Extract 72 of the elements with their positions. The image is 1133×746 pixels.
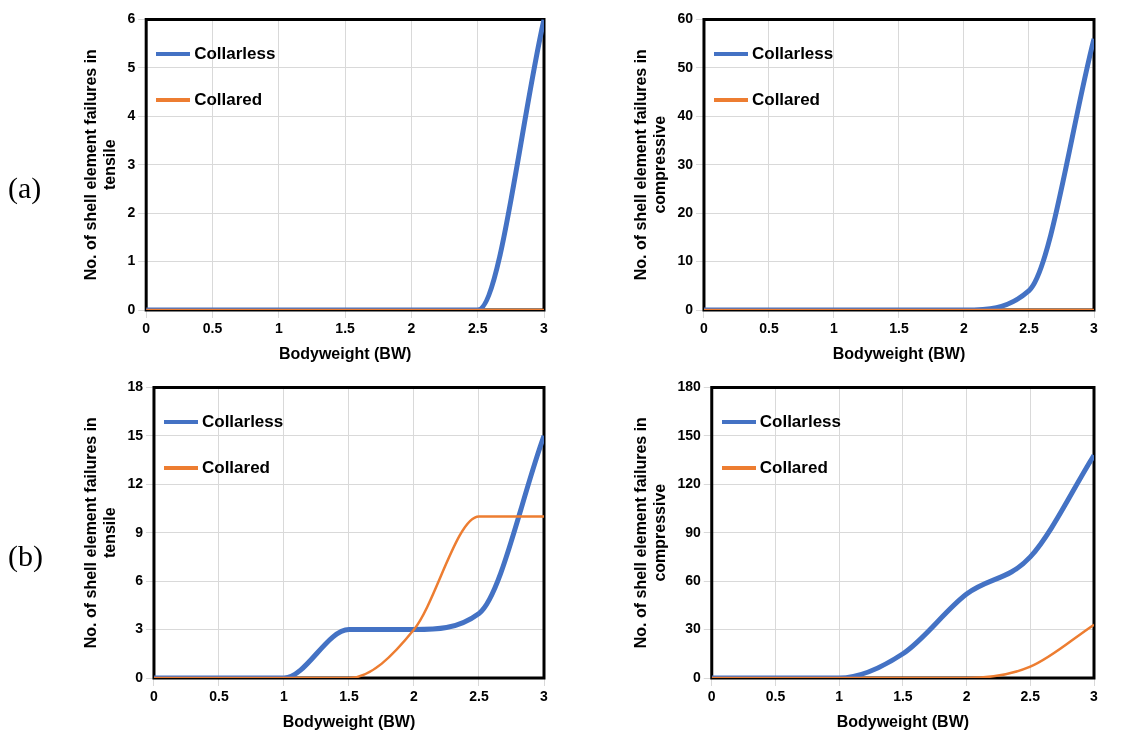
y-tick-label: 150: [677, 426, 701, 443]
x-tick-label: 2: [407, 320, 416, 337]
x-tick-label: 0.5: [765, 688, 786, 705]
y-axis-title: No. of shell element failures in tensile: [82, 49, 119, 281]
x-tick-label: 2.5: [1019, 320, 1039, 337]
x-tick-label: 0.5: [759, 320, 779, 337]
y-tick-label: 6: [135, 571, 144, 588]
y-tick-label: 4: [127, 107, 136, 124]
x-tick-label: 0.5: [202, 320, 223, 337]
text: (a): [8, 171, 43, 205]
y-tick-label: 0: [692, 668, 701, 685]
y-axis-title: No. of shell element failures in compressive: [632, 417, 669, 649]
x-tick-label: 2: [960, 320, 969, 337]
y-tick-label: 120: [677, 475, 701, 492]
x-tick-label: 1.5: [339, 688, 359, 705]
y-tick-label: 60: [685, 571, 701, 588]
y-tick-label: 20: [677, 203, 694, 220]
x-tick-label: 2.5: [469, 688, 489, 705]
legend-label: Collared: [751, 90, 820, 111]
x-axis-title: Bodyweight (BW): [278, 344, 412, 362]
text: (b): [8, 539, 44, 573]
x-tick-label: 2.5: [1020, 688, 1041, 705]
y-tick-label: 30: [685, 620, 701, 637]
legend-label: Collared: [201, 458, 270, 479]
x-tick-label: 3: [1090, 320, 1099, 337]
x-tick-label: 2: [962, 688, 971, 705]
x-tick-label: 3: [540, 320, 549, 337]
legend-label: Collarless: [751, 44, 834, 65]
y-tick-label: 15: [127, 426, 144, 443]
x-axis-title: Bodyweight (BW): [836, 712, 970, 730]
y-tick-label: 0: [685, 300, 694, 317]
y-tick-label: 30: [677, 155, 694, 172]
y-tick-label: 40: [677, 107, 694, 124]
x-tick-label: 0: [707, 688, 716, 705]
y-tick-label: 9: [135, 523, 144, 540]
y-tick-label: 12: [127, 475, 144, 492]
legend-label: Collarless: [201, 412, 284, 433]
x-tick-label: 0.5: [209, 688, 229, 705]
y-tick-label: 60: [677, 10, 694, 27]
y-tick-label: 50: [677, 58, 694, 75]
x-tick-label: 1: [835, 688, 844, 705]
x-tick-label: 1.5: [893, 688, 913, 705]
x-tick-label: 3: [540, 688, 549, 705]
x-axis-title: Bodyweight (BW): [832, 344, 966, 362]
y-tick-label: 5: [127, 58, 136, 75]
y-axis-title: No. of shell element failures in compressive: [632, 49, 669, 281]
y-tick-label: 0: [127, 300, 136, 317]
y-tick-label: 3: [135, 620, 144, 637]
x-tick-label: 2.5: [467, 320, 488, 337]
x-axis-title: Bodyweight (BW): [282, 712, 416, 730]
legend-label: Collarless: [194, 44, 276, 65]
x-tick-label: 0: [150, 688, 159, 705]
y-tick-label: 10: [677, 252, 694, 269]
x-tick-label: 1: [274, 320, 283, 337]
legend-label: Collarless: [759, 412, 842, 433]
y-tick-label: 18: [127, 378, 144, 395]
x-tick-label: 1: [830, 320, 839, 337]
y-tick-label: 180: [677, 378, 701, 395]
y-tick-label: 1: [127, 252, 136, 269]
x-tick-label: 3: [1090, 688, 1099, 705]
y-tick-label: 90: [685, 523, 701, 540]
x-tick-label: 1.5: [889, 320, 909, 337]
x-tick-label: 1.5: [335, 320, 356, 337]
legend-label: Collared: [759, 458, 828, 479]
x-tick-label: 2: [410, 688, 419, 705]
x-tick-label: 1: [280, 688, 289, 705]
y-tick-label: 3: [127, 155, 136, 172]
legend-label: Collared: [194, 90, 263, 111]
y-tick-label: 0: [135, 668, 144, 685]
y-tick-label: 6: [127, 10, 136, 27]
y-axis-title: No. of shell element failures in tensile: [82, 417, 119, 649]
y-tick-label: 2: [127, 203, 136, 220]
